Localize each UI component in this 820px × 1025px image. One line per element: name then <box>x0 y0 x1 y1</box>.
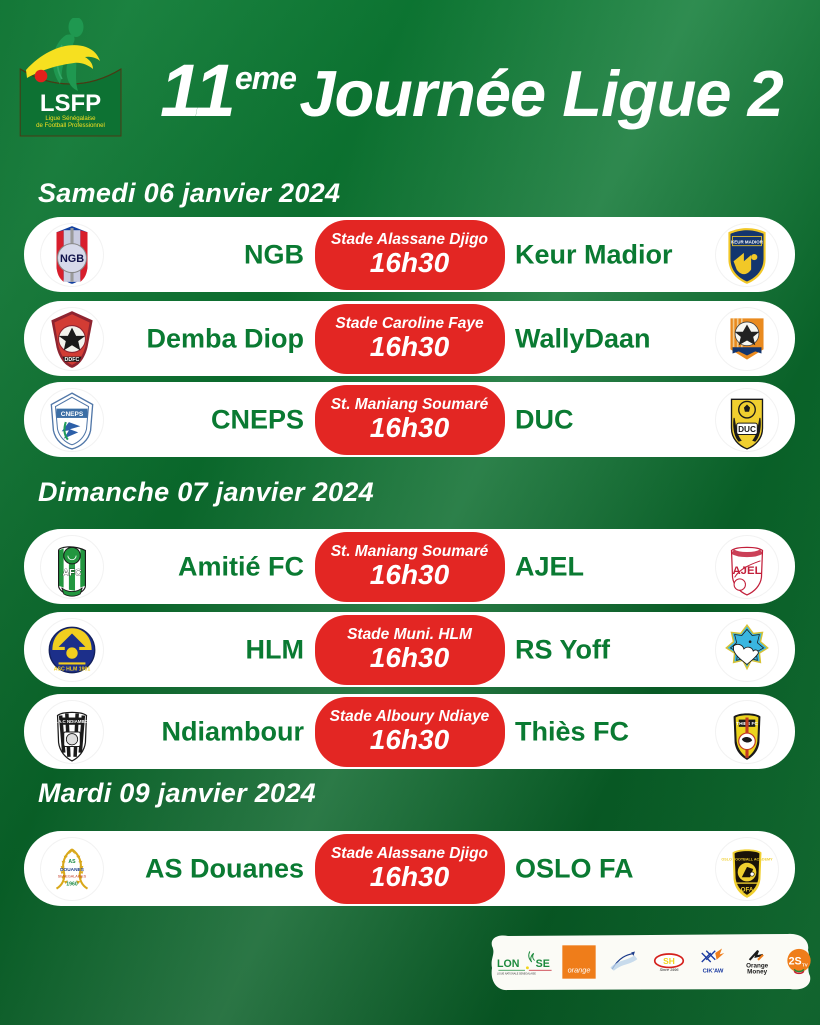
svg-text:NGB: NGB <box>60 253 84 265</box>
svg-text:DUC: DUC <box>738 424 756 433</box>
svg-text:AS: AS <box>68 858 76 864</box>
svg-text:orange: orange <box>568 966 591 975</box>
svg-text:LON: LON <box>497 958 519 970</box>
svg-text:LSFP: LSFP <box>40 90 101 117</box>
svg-text:OSLO FOOTBALL ACADEMY: OSLO FOOTBALL ACADEMY <box>721 857 773 861</box>
svg-text:A.S.A.C NDIAMBOUR: A.S.A.C NDIAMBOUR <box>49 719 95 724</box>
svg-text:AJEL: AJEL <box>732 565 761 577</box>
svg-text:de Football Professionnel: de Football Professionnel <box>36 122 105 129</box>
svg-text:CNEPS: CNEPS <box>61 410 84 417</box>
svg-text:SE: SE <box>536 958 550 970</box>
svg-text:2S: 2S <box>789 955 802 967</box>
svg-text:LIGUE NATIONALE SENEGALAIS: LIGUE NATIONALE SENEGALAISE <box>497 973 536 976</box>
svg-text:OFA: OFA <box>741 886 754 893</box>
svg-text:Money: Money <box>747 968 767 975</box>
svg-text:DOUANES: DOUANES <box>60 867 84 873</box>
svg-text:1960: 1960 <box>66 881 78 887</box>
svg-text:ASC HLM 1991: ASC HLM 1991 <box>54 666 91 672</box>
svg-text:Ligue Sénégalaise: Ligue Sénégalaise <box>45 115 96 122</box>
svg-text:CIK'AW: CIK'AW <box>703 968 724 974</box>
svg-text:TV: TV <box>802 962 808 967</box>
svg-text:SH: SH <box>663 956 675 966</box>
svg-text:SENEGALAISES: SENEGALAISES <box>58 874 87 878</box>
svg-text:Since 1996: Since 1996 <box>660 968 680 972</box>
svg-text:AFC: AFC <box>62 567 81 577</box>
svg-text:DDFC: DDFC <box>65 357 80 363</box>
svg-text:KEUR MADIOR: KEUR MADIOR <box>731 239 764 244</box>
